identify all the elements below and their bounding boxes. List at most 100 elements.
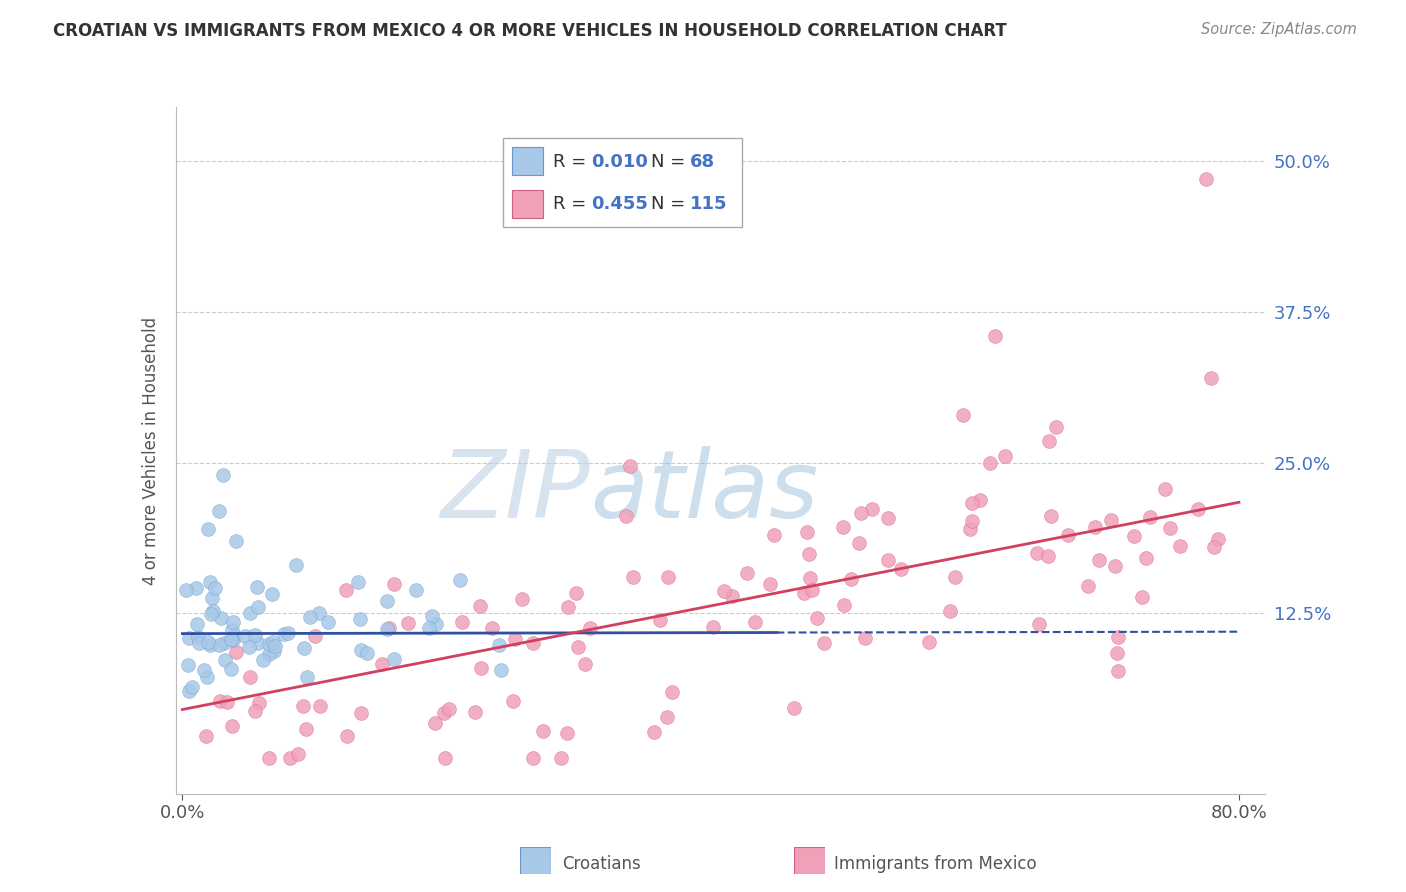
Point bbox=[470, 661, 492, 675]
Point bbox=[349, 612, 371, 626]
Point bbox=[952, 408, 974, 422]
Point bbox=[238, 640, 260, 655]
Point bbox=[657, 570, 679, 584]
Point bbox=[806, 611, 828, 625]
Point bbox=[318, 615, 340, 629]
Point bbox=[1104, 558, 1126, 573]
Point bbox=[994, 449, 1017, 463]
Point bbox=[221, 624, 243, 638]
Point bbox=[187, 630, 209, 644]
Point bbox=[578, 621, 600, 635]
Text: Croatians: Croatians bbox=[562, 855, 641, 873]
Point bbox=[621, 570, 644, 584]
Point bbox=[661, 684, 683, 698]
Point bbox=[239, 606, 262, 620]
Point bbox=[744, 615, 766, 630]
Point bbox=[425, 716, 447, 731]
Point bbox=[960, 514, 983, 528]
Y-axis label: 4 or more Vehicles in Household: 4 or more Vehicles in Household bbox=[142, 317, 160, 584]
Point bbox=[877, 511, 900, 525]
Point bbox=[1045, 420, 1067, 434]
Point bbox=[308, 698, 330, 713]
Point bbox=[259, 637, 281, 651]
Point bbox=[195, 729, 218, 743]
Point bbox=[758, 577, 780, 591]
Point bbox=[943, 570, 966, 584]
Point bbox=[193, 663, 215, 677]
Point bbox=[350, 643, 373, 657]
Point bbox=[209, 611, 232, 625]
Point bbox=[918, 635, 941, 649]
Point bbox=[284, 558, 307, 573]
Point bbox=[813, 636, 835, 650]
Point bbox=[1057, 527, 1080, 541]
Point bbox=[1083, 520, 1105, 534]
Point bbox=[188, 635, 211, 649]
Text: CROATIAN VS IMMIGRANTS FROM MEXICO 4 OR MORE VEHICLES IN HOUSEHOLD CORRELATION C: CROATIAN VS IMMIGRANTS FROM MEXICO 4 OR … bbox=[53, 22, 1007, 40]
Point bbox=[860, 502, 883, 516]
Point bbox=[262, 635, 284, 649]
Point bbox=[174, 583, 197, 598]
Point bbox=[204, 581, 226, 595]
Point bbox=[200, 607, 222, 621]
Point bbox=[702, 620, 724, 634]
Point bbox=[1206, 532, 1229, 546]
Point bbox=[557, 600, 579, 615]
Point bbox=[299, 610, 322, 624]
Point bbox=[211, 467, 233, 482]
Point bbox=[221, 719, 243, 733]
Point bbox=[198, 638, 221, 652]
Point bbox=[1122, 529, 1144, 543]
Point bbox=[1107, 664, 1129, 678]
Point bbox=[278, 750, 301, 764]
Point bbox=[221, 632, 243, 647]
Point bbox=[382, 577, 405, 591]
Point bbox=[1036, 549, 1059, 563]
Point bbox=[219, 632, 242, 647]
Point bbox=[215, 695, 238, 709]
Text: Immigrants from Mexico: Immigrants from Mexico bbox=[834, 855, 1036, 873]
Point bbox=[214, 653, 236, 667]
Point bbox=[233, 629, 256, 643]
Point bbox=[962, 496, 984, 510]
Point bbox=[1040, 508, 1063, 523]
Point bbox=[184, 582, 207, 596]
Point bbox=[799, 571, 821, 585]
Point bbox=[257, 750, 280, 764]
Text: Source: ZipAtlas.com: Source: ZipAtlas.com bbox=[1201, 22, 1357, 37]
Point bbox=[614, 508, 637, 523]
Point bbox=[853, 631, 876, 645]
Point bbox=[522, 750, 544, 764]
FancyBboxPatch shape bbox=[520, 847, 551, 874]
Point bbox=[481, 621, 503, 635]
Point bbox=[439, 702, 461, 716]
Point bbox=[197, 522, 219, 536]
Point bbox=[294, 722, 316, 736]
Point bbox=[335, 582, 357, 597]
Point bbox=[245, 628, 267, 642]
Point bbox=[763, 528, 786, 542]
Point bbox=[1028, 617, 1050, 632]
Point bbox=[287, 747, 309, 761]
Point bbox=[239, 670, 262, 684]
Point bbox=[292, 699, 315, 714]
Point bbox=[1130, 590, 1153, 604]
Point bbox=[832, 599, 855, 613]
Point bbox=[433, 750, 456, 764]
Point bbox=[1077, 579, 1099, 593]
Point bbox=[959, 522, 981, 536]
Point bbox=[713, 584, 735, 599]
Point bbox=[201, 591, 224, 605]
Point bbox=[721, 589, 744, 603]
Point bbox=[197, 635, 219, 649]
Point bbox=[246, 635, 269, 649]
Point bbox=[489, 663, 512, 677]
Point bbox=[550, 750, 572, 764]
Point bbox=[405, 583, 427, 598]
Point bbox=[969, 492, 991, 507]
Point bbox=[207, 504, 229, 518]
Point bbox=[451, 615, 474, 629]
Point bbox=[177, 658, 200, 673]
Point bbox=[375, 622, 398, 636]
Point bbox=[336, 729, 359, 743]
